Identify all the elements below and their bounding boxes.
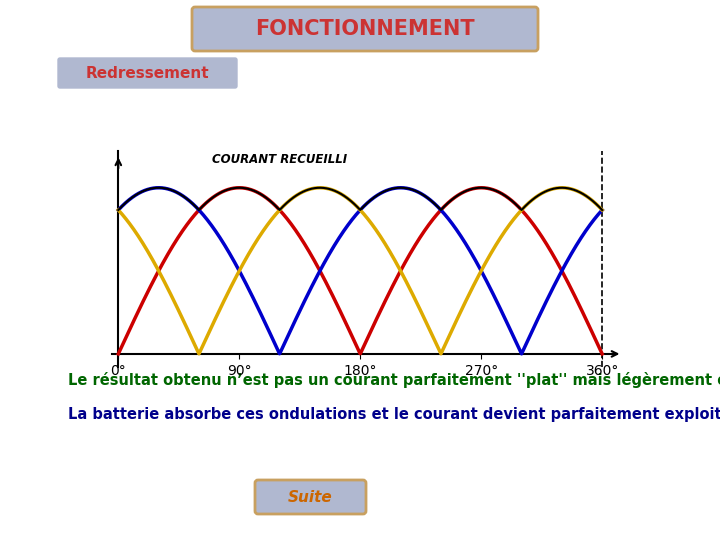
Text: COURANT RECUEILLI: COURANT RECUEILLI (212, 153, 347, 166)
FancyBboxPatch shape (255, 480, 366, 514)
FancyBboxPatch shape (192, 7, 538, 51)
Text: Le résultat obtenu n’est pas un courant parfaitement ''plat'' mais légèrement on: Le résultat obtenu n’est pas un courant … (68, 372, 720, 388)
Text: Suite: Suite (288, 489, 333, 504)
Text: Redressement: Redressement (86, 65, 210, 80)
Text: La batterie absorbe ces ondulations et le courant devient parfaitement exploitab: La batterie absorbe ces ondulations et l… (68, 408, 720, 422)
FancyBboxPatch shape (58, 58, 237, 88)
Text: FONCTIONNEMENT: FONCTIONNEMENT (255, 19, 474, 39)
